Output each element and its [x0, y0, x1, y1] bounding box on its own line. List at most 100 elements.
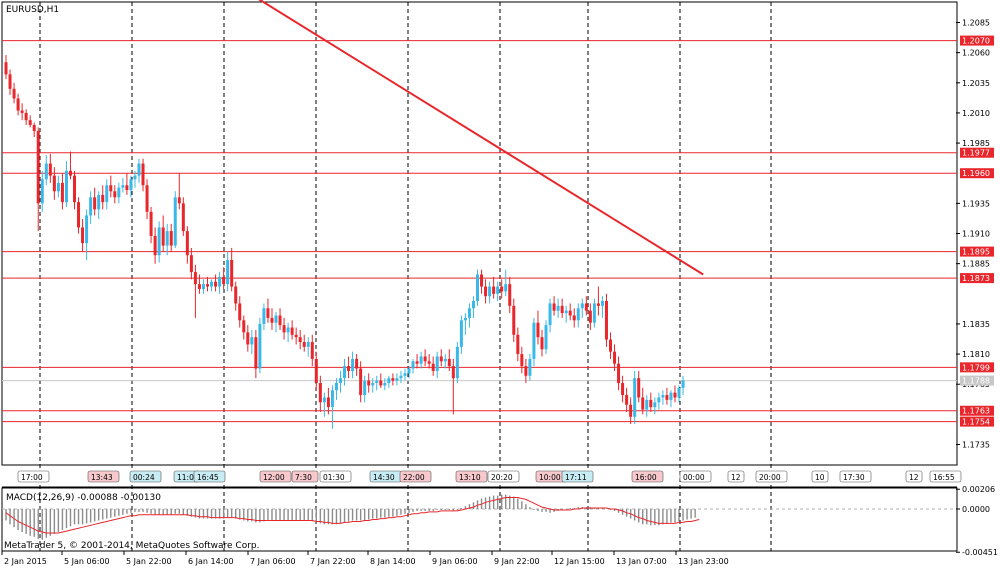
candle-bull — [387, 378, 391, 384]
candle-bull — [528, 358, 532, 376]
candle-bear — [290, 327, 294, 335]
candle-bear — [540, 337, 544, 350]
time-label: 9 Jan 06:00 — [432, 557, 478, 566]
candle-bull — [210, 281, 214, 287]
price-tick-label: 1.1835 — [962, 320, 990, 329]
candle-bear — [641, 397, 645, 410]
time-label: 6 Jan 14:00 — [188, 557, 234, 566]
candle-bull — [476, 274, 480, 302]
candle-bear — [4, 62, 8, 75]
price-level-badge — [960, 246, 994, 257]
price-tick-label: 1.2010 — [962, 109, 990, 118]
candle-bear — [24, 112, 28, 121]
event-tag-label: 20:00 — [759, 473, 781, 482]
candle-bear — [310, 342, 314, 359]
price-level-badge — [960, 147, 994, 158]
time-axis[interactable]: 2 Jan 2015 5 Jan 06:00 5 Jan 22:00 6 Jan 14… — [1, 551, 729, 566]
price-tick-label: 1.2035 — [962, 79, 990, 88]
candle-bull — [201, 284, 205, 289]
candle-bull — [173, 197, 177, 246]
event-tag-label: 16:00 — [635, 473, 657, 482]
candle-bear — [439, 356, 443, 362]
price-level-label: 1.1873 — [962, 274, 990, 283]
price-level-label: 1.1977 — [962, 149, 990, 158]
event-tag-label: 10:00 — [539, 473, 561, 482]
candle-bear — [673, 392, 677, 398]
candle-bear — [294, 334, 298, 338]
price-level-badge — [960, 168, 994, 179]
event-tag — [811, 470, 829, 483]
event-tag — [905, 470, 923, 483]
candle-bull — [395, 378, 399, 381]
candle-bull — [576, 308, 580, 321]
event-tag-label: 01:30 — [323, 473, 345, 482]
candle-bull — [544, 325, 548, 350]
candle-bear — [588, 310, 592, 323]
candle-bull — [419, 356, 423, 364]
candle-bear — [524, 366, 528, 376]
trendline-layer[interactable] — [248, 0, 704, 276]
grid-layer — [1, 1, 958, 552]
candle-bear — [637, 378, 641, 398]
event-tag — [839, 470, 872, 483]
symbol-label: EURUSD,H1 — [6, 5, 59, 15]
candle-bear — [81, 227, 85, 244]
price-level-label: 1.2070 — [962, 37, 990, 46]
candle-bear — [484, 286, 488, 297]
candle-bear — [185, 231, 189, 256]
price-level-badge — [960, 362, 994, 373]
candle-bear — [77, 202, 81, 228]
candle-bear — [314, 358, 318, 384]
horizontal-levels[interactable] — [2, 40, 957, 423]
event-tag — [727, 470, 745, 483]
candle-bull — [129, 179, 133, 191]
candle-bear — [367, 380, 371, 386]
candle-bear — [113, 191, 117, 198]
candle-bull — [338, 378, 342, 384]
candle-bear — [282, 325, 286, 333]
candle-bull — [89, 197, 93, 216]
event-tag — [929, 470, 962, 483]
event-tag-label: 7:30 — [295, 473, 312, 482]
watermark: MetaTrader 5, © 2001-2014, MetaQuotes So… — [4, 541, 260, 551]
candle-bear — [52, 175, 56, 192]
candle-bull — [274, 315, 278, 323]
event-tag-label: 17:30 — [843, 473, 865, 482]
price-tick-label: 1.1810 — [962, 350, 990, 359]
candle-bull — [399, 375, 403, 379]
candle-bull — [117, 187, 121, 198]
candle-bear — [665, 395, 669, 400]
candle-bull — [64, 170, 68, 203]
event-tags[interactable]: 17:00 13:43 00:24 11:0 16:45 12:00 7:30 01:30 14… — [17, 470, 962, 483]
candle-bear — [512, 305, 516, 335]
candle-bear — [431, 363, 435, 371]
candle-bear — [28, 120, 32, 125]
candle-bear — [318, 383, 322, 403]
candle-bull — [496, 286, 500, 294]
event-tag-label: 20:20 — [491, 473, 513, 482]
candle-bear — [560, 305, 564, 314]
candle-bull — [250, 337, 254, 345]
candle-bear — [625, 395, 629, 405]
candle-bear — [359, 368, 363, 396]
candle-bear — [161, 227, 165, 246]
price-axis[interactable]: 1.2085 1.2060 1.2035 1.2010 1.1985 1.1935 1.19… — [956, 18, 998, 557]
candlestick-series — [4, 55, 685, 429]
candle-bear — [93, 197, 97, 210]
candle-bull — [137, 163, 141, 176]
candle-bear — [379, 380, 383, 386]
candle-bull — [363, 380, 367, 396]
candle-bull — [681, 380, 685, 388]
event-tag-label: 16:45 — [197, 473, 219, 482]
event-tag-label: 14:30 — [373, 473, 395, 482]
event-tag-label: 22:00 — [403, 473, 425, 482]
candle-bear — [193, 272, 197, 285]
candle-bear — [73, 175, 77, 203]
candle-bear — [246, 332, 250, 345]
candle-bull — [459, 320, 463, 347]
macd-pane-frame — [1, 487, 958, 552]
candle-bull — [677, 387, 681, 398]
event-tag — [319, 470, 352, 483]
